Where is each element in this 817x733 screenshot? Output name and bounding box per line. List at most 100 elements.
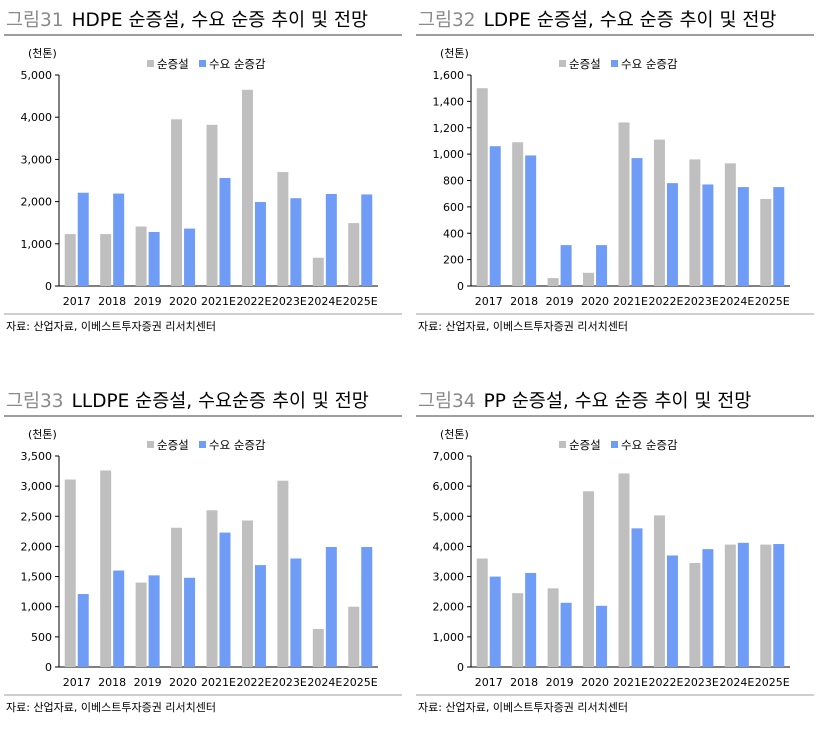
bar-production-2020: [171, 119, 183, 286]
bar-demand-2021E: [219, 532, 231, 667]
legend: 순증설 수요 순증감: [147, 438, 266, 452]
bar-production-2023E: [277, 172, 289, 286]
x-tick-label: 2024E: [307, 676, 342, 689]
unit-label: (천톤): [28, 46, 57, 60]
bar-production-2024E: [312, 629, 324, 667]
bar-production-2018: [512, 593, 524, 667]
chart-pp: 그림34 PP 순증설, 수요 순증 추이 및 전망 (천톤) 순증설 수요 순증감 0 1…: [416, 391, 814, 714]
legend-label-demand: 수요 순증감: [621, 57, 678, 71]
x-tick-label: 2019: [134, 676, 162, 689]
bar-demand-2021E: [631, 158, 643, 286]
y-tick-label: 200: [443, 254, 464, 267]
x-tick-label: 2019: [546, 676, 574, 689]
legend-label-demand: 수요 순증감: [209, 438, 266, 452]
bar-production-2021E: [206, 510, 218, 667]
bar-demand-2023E: [290, 558, 302, 667]
bar-demand-2022E: [666, 555, 678, 667]
y-tick-label: 400: [443, 227, 464, 240]
y-tick-label: 0: [457, 661, 464, 674]
unit-label: (천톤): [440, 46, 469, 60]
bar-production-2025E: [348, 223, 360, 286]
bar-demand-2023E: [702, 184, 714, 286]
bar-demand-2025E: [773, 187, 785, 286]
legend-swatch-production: [559, 441, 566, 448]
x-tick-label: 2023E: [272, 676, 307, 689]
figure-label: 그림33: [6, 391, 64, 412]
bar-production-2022E: [653, 515, 665, 667]
x-tick-label: 2018: [510, 295, 538, 308]
chart-title: 그림32 LDPE 순증설, 수요 순증 추이 및 전망: [418, 10, 776, 31]
bar-production-2025E: [760, 198, 772, 286]
bar-demand-2024E: [325, 194, 337, 286]
source-note: 자료: 산업자료, 이베스트투자증권 리서치센터: [6, 701, 216, 714]
chart-panel-ldpe: 그림32 LDPE 순증설, 수요 순증 추이 및 전망 (천톤) 순증설 수요 순증감…: [416, 2, 816, 352]
y-tick-label: 1,200: [433, 122, 465, 135]
bar-demand-2021E: [631, 528, 643, 667]
chart-ldpe: 그림32 LDPE 순증설, 수요 순증 추이 및 전망 (천톤) 순증설 수요 순증감…: [416, 10, 814, 333]
y-tick-label: 3,500: [21, 450, 53, 463]
x-tick-label: 2018: [510, 676, 538, 689]
y-tick-label: 3,000: [21, 480, 53, 493]
x-tick-label: 2025E: [343, 295, 378, 308]
y-tick-label: 7,000: [433, 450, 465, 463]
source-note: 자료: 산업자료, 이베스트투자증권 리서치센터: [418, 701, 628, 714]
y-tick-label: 1,000: [433, 631, 465, 644]
y-tick-label: 4,000: [433, 540, 465, 553]
unit-label: (천톤): [440, 427, 469, 441]
x-tick-label: 2021E: [613, 295, 648, 308]
x-tick-label: 2019: [134, 295, 162, 308]
y-tick-label: 800: [443, 175, 464, 188]
bar-demand-2022E: [254, 202, 266, 286]
legend-swatch-production: [559, 60, 566, 67]
bar-demand-2024E: [325, 547, 337, 667]
chart-title: 그림33 LLDPE 순증설, 수요순증 추이 및 전망: [6, 391, 369, 412]
y-tick-label: 1,400: [433, 95, 465, 108]
legend-swatch-demand: [611, 441, 618, 448]
x-tick-label: 2024E: [307, 295, 342, 308]
x-tick-label: 2023E: [684, 295, 719, 308]
bar-demand-2018: [525, 572, 537, 667]
x-tick-label: 2022E: [648, 676, 683, 689]
bar-production-2018: [100, 470, 112, 667]
x-tick-label: 2021E: [613, 676, 648, 689]
bar-production-2017: [64, 234, 76, 286]
bar-production-2019: [547, 278, 559, 286]
y-tick-label: 3,000: [433, 571, 465, 584]
bar-production-2025E: [348, 606, 360, 667]
bar-demand-2022E: [254, 565, 266, 667]
legend: 순증설 수요 순증감: [559, 438, 678, 452]
legend: 순증설 수요 순증감: [147, 57, 266, 71]
y-tick-label: 1,500: [21, 571, 53, 584]
x-tick-label: 2017: [63, 295, 91, 308]
bar-production-2017: [64, 479, 76, 667]
x-tick-label: 2019: [546, 295, 574, 308]
source-note: 자료: 산업자료, 이베스트투자증권 리서치센터: [418, 320, 628, 333]
legend-swatch-demand: [199, 441, 206, 448]
x-tick-label: 2020: [581, 295, 609, 308]
bar-demand-2020: [596, 245, 608, 286]
bar-demand-2020: [184, 228, 196, 286]
x-tick-label: 2018: [98, 676, 126, 689]
x-tick-label: 2023E: [684, 676, 719, 689]
x-tick-label: 2021E: [201, 676, 236, 689]
y-tick-label: 2,500: [21, 510, 53, 523]
chart-hdpe: 그림31 HDPE 순증설, 수요 순증 추이 및 전망 (천톤) 순증설 수요 순증감…: [4, 10, 402, 333]
chart-panel-lldpe: 그림33 LLDPE 순증설, 수요순증 추이 및 전망 (천톤) 순증설 수요 순증감…: [4, 383, 404, 733]
bar-demand-2017: [77, 192, 89, 286]
y-tick-label: 0: [457, 280, 464, 293]
y-tick-label: 1,600: [433, 69, 465, 82]
bar-production-2024E: [724, 163, 736, 286]
x-tick-label: 2020: [169, 295, 197, 308]
chart-title: 그림34 PP 순증설, 수요 순증 추이 및 전망: [418, 391, 751, 412]
y-tick-label: 600: [443, 201, 464, 214]
legend-swatch-production: [147, 60, 154, 67]
chart-lldpe: 그림33 LLDPE 순증설, 수요순증 추이 및 전망 (천톤) 순증설 수요 순증감…: [4, 391, 402, 714]
bar-demand-2025E: [361, 547, 373, 667]
bar-demand-2018: [113, 570, 125, 667]
bar-production-2019: [547, 588, 559, 667]
x-tick-label: 2017: [475, 676, 503, 689]
title-text: LLDPE 순증설, 수요순증 추이 및 전망: [72, 391, 369, 412]
y-tick-label: 5,000: [21, 69, 53, 82]
x-tick-label: 2020: [169, 676, 197, 689]
legend-label-production: 순증설: [157, 438, 189, 452]
